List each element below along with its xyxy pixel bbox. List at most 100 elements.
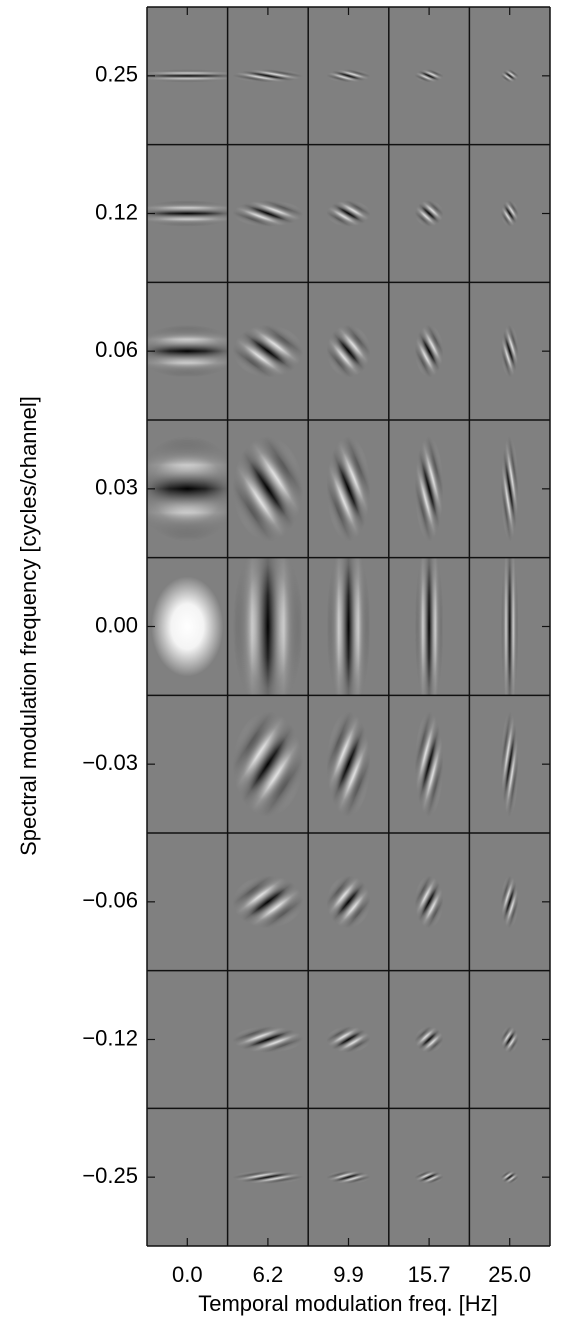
filter-carrier [227, 7, 309, 145]
filter-carrier [308, 970, 389, 1109]
filter-patch [388, 282, 470, 420]
x-tick-label: 9.9 [333, 1262, 364, 1287]
y-tick-label: −0.12 [82, 1025, 138, 1050]
filter-patch [388, 557, 470, 696]
filter-carrier [308, 833, 389, 971]
filter-patch [388, 970, 470, 1109]
filter-carrier [227, 557, 309, 696]
filter-patch [469, 420, 550, 558]
filter-patch [227, 282, 309, 420]
filter-carrier [227, 1108, 309, 1246]
x-tick-label: 25.0 [488, 1262, 531, 1287]
filter-carrier [388, 7, 470, 145]
filter-carrier [147, 420, 228, 558]
filter-patch [227, 970, 309, 1109]
filter-patch [469, 557, 550, 696]
filter-carrier [308, 7, 389, 145]
filter-carrier [227, 970, 309, 1109]
x-tick-label: 15.7 [408, 1262, 451, 1287]
y-tick-label: −0.03 [82, 750, 138, 775]
y-axis-label: Spectral modulation frequency [cycles/ch… [16, 396, 41, 856]
filter-carrier [388, 557, 470, 696]
filter-carrier [388, 282, 470, 420]
filter-carrier [388, 833, 470, 971]
filter-patch [388, 7, 470, 145]
filter-carrier [227, 282, 309, 420]
filter-carrier [469, 7, 550, 145]
filter-carrier [388, 1108, 470, 1246]
filter-carrier [227, 695, 309, 833]
filter-patch [308, 557, 389, 696]
filter-patch [308, 1108, 389, 1246]
filter-carrier [469, 695, 550, 833]
filter-patch [147, 7, 228, 145]
filter-patch [308, 144, 389, 283]
filter-patch [308, 695, 389, 833]
filter-patch [308, 282, 389, 420]
filter-carrier [308, 282, 389, 420]
filter-blob [151, 576, 224, 677]
filter-patch [147, 420, 228, 558]
filter-carrier [147, 7, 228, 145]
filter-patch [147, 144, 228, 283]
filter-carrier [227, 420, 309, 558]
filter-carrier [469, 557, 550, 696]
x-tick-label: 6.2 [253, 1262, 284, 1287]
filter-carrier [469, 144, 550, 283]
filter-carrier [308, 695, 389, 833]
y-tick-label: 0.06 [95, 337, 138, 362]
filter-carrier [227, 833, 309, 971]
filter-patch [469, 144, 550, 283]
filter-patch [308, 833, 389, 971]
filter-patch [469, 695, 550, 833]
filter-carrier [469, 1108, 550, 1246]
filter-patch [308, 970, 389, 1109]
filter-patch [469, 833, 550, 971]
filter-patch [388, 695, 470, 833]
filter-carrier [388, 420, 470, 558]
x-tick-label: 0.0 [172, 1262, 203, 1287]
y-tick-label: −0.06 [82, 888, 138, 913]
filter-patch [388, 420, 470, 558]
filter-patch [227, 1108, 309, 1246]
filter-patch [388, 833, 470, 971]
filter-patch [227, 695, 309, 833]
y-tick-label: 0.03 [95, 475, 138, 500]
filter-carrier [227, 144, 309, 283]
filter-patch [308, 7, 389, 145]
filter-patch [227, 557, 309, 696]
filter-carrier [308, 144, 389, 283]
filter-patch [469, 1108, 550, 1246]
y-tick-label: −0.25 [82, 1163, 138, 1188]
filter-patch [151, 576, 224, 677]
filter-carrier [147, 144, 228, 283]
filter-carrier [388, 695, 470, 833]
filter-patch [227, 420, 309, 558]
filter-patch [147, 282, 228, 420]
filter-carrier [308, 557, 389, 696]
filter-carrier [388, 970, 470, 1109]
filter-patch [227, 144, 309, 283]
filter-patch [308, 420, 389, 558]
filter-carrier [388, 144, 470, 283]
filter-patch [227, 833, 309, 971]
filter-carrier [308, 1108, 389, 1246]
y-tick-label: 0.12 [95, 199, 138, 224]
filter-patch [388, 144, 470, 283]
filter-carrier [469, 970, 550, 1109]
filter-cells [146, 6, 551, 1247]
filter-patch [469, 282, 550, 420]
filter-patch [388, 1108, 470, 1246]
filter-carrier [469, 282, 550, 420]
y-tick-label: 0.00 [95, 612, 138, 637]
filter-carrier [469, 833, 550, 971]
filter-carrier [147, 282, 228, 420]
filter-patch [469, 7, 550, 145]
x-axis-label: Temporal modulation freq. [Hz] [198, 1291, 498, 1316]
filter-patch [469, 970, 550, 1109]
filter-patch [227, 7, 309, 145]
y-tick-label: 0.25 [95, 62, 138, 87]
filter-carrier [469, 420, 550, 558]
filter-carrier [308, 420, 389, 558]
